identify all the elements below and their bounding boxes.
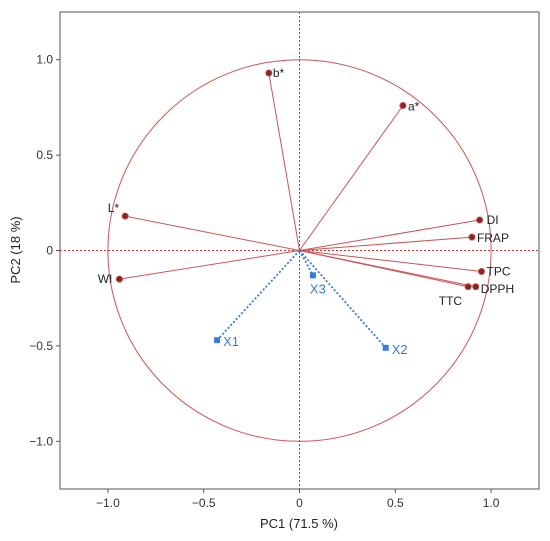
variable-label-a-star: a*	[408, 99, 420, 113]
observation-point-x2	[382, 344, 389, 351]
loading-point-b-star	[265, 69, 273, 77]
loading-point-di	[476, 216, 484, 224]
variable-label-wi: WI	[98, 272, 113, 286]
variable-label-frap: FRAP	[477, 231, 509, 245]
observation-label-x2: X2	[392, 342, 408, 357]
x-tick-label: 1.0	[483, 496, 500, 510]
variable-label-b-star: b*	[273, 66, 285, 80]
variable-label-l-star: L*	[108, 201, 120, 215]
loading-vector-wi	[119, 250, 300, 280]
observation-vector-x2	[298, 249, 387, 349]
x-tick-label: 0	[296, 496, 303, 510]
loading-vector-l-star	[125, 215, 300, 251]
loading-point-wi	[115, 275, 123, 283]
observation-vector-x1	[216, 249, 301, 341]
variable-label-tpc: TPC	[487, 264, 511, 278]
variable-label-ttc: TTC	[439, 294, 463, 308]
observation-point-x1	[214, 337, 221, 344]
y-tick-label: 0.5	[36, 148, 53, 162]
x-tick-label: −0.5	[192, 496, 216, 510]
loading-point-frap	[468, 233, 476, 241]
y-tick-label: 0	[46, 244, 53, 258]
loading-vector-di	[299, 219, 480, 251]
y-tick-label: 1.0	[36, 53, 53, 67]
x-axis-title: PC1 (71.5 %)	[260, 516, 338, 531]
y-tick-label: −0.5	[29, 339, 53, 353]
loading-point-ttc	[464, 283, 472, 291]
observation-vector-x3	[298, 250, 314, 276]
variable-label-dpph: DPPH	[481, 282, 514, 296]
variable-label-di: DI	[487, 213, 499, 227]
loading-point-tpc	[478, 267, 486, 275]
loading-vector-a-star	[299, 105, 404, 251]
plot-area: b* a* L* WI DI FRAP TPC DPPH TTC X1 X2 X3	[60, 12, 539, 489]
axes: −1.0 −0.5 0 0.5 1.0 −1.0 −0.5 0 0.5 1.0	[29, 53, 499, 510]
y-axis-title: PC2 (18 %)	[8, 216, 23, 283]
loading-vector-tpc	[299, 250, 482, 272]
loading-vector-frap	[299, 236, 472, 251]
loading-point-dpph	[472, 283, 480, 291]
observation-label-x1: X1	[223, 334, 239, 349]
loading-point-l-star	[121, 212, 129, 220]
x-tick-label: −1.0	[96, 496, 120, 510]
loading-point-a-star	[399, 101, 407, 109]
x-tick-label: 0.5	[387, 496, 404, 510]
observation-label-x3: X3	[310, 281, 326, 296]
loading-vector-b-star	[268, 72, 300, 251]
y-tick-label: −1.0	[29, 434, 53, 448]
loading-vector-ttc	[299, 250, 469, 288]
observation-point-x3	[309, 272, 316, 279]
